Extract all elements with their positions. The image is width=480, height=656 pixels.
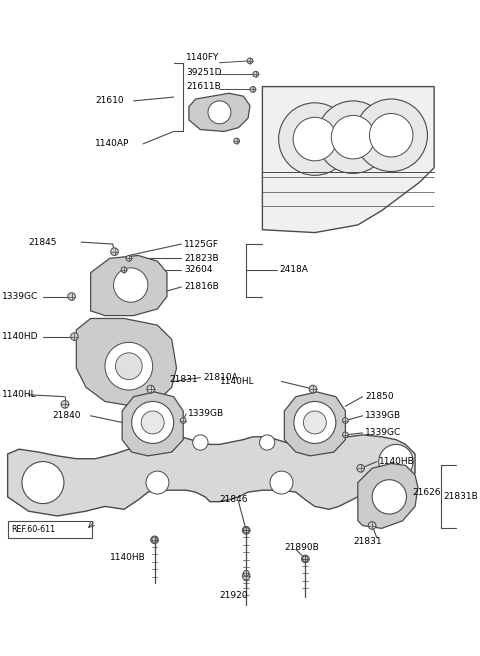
Circle shape: [260, 435, 275, 450]
Circle shape: [303, 411, 326, 434]
Circle shape: [250, 87, 256, 92]
Text: 1140HB: 1140HB: [379, 457, 415, 466]
Circle shape: [105, 342, 153, 390]
Text: 1140HD: 1140HD: [2, 332, 38, 341]
Polygon shape: [76, 318, 177, 406]
Text: 21850: 21850: [365, 392, 394, 401]
Circle shape: [208, 101, 231, 124]
Circle shape: [253, 72, 259, 77]
Circle shape: [234, 138, 240, 144]
Circle shape: [132, 401, 174, 443]
Circle shape: [126, 255, 132, 261]
Circle shape: [294, 401, 336, 443]
Circle shape: [116, 353, 142, 380]
Circle shape: [302, 556, 308, 562]
Circle shape: [146, 471, 169, 494]
Polygon shape: [284, 392, 346, 456]
Circle shape: [370, 113, 413, 157]
Circle shape: [379, 444, 413, 479]
Bar: [8, 521, 92, 538]
Text: 1140HB: 1140HB: [110, 552, 145, 562]
Circle shape: [114, 268, 148, 302]
Text: 1339GC: 1339GC: [365, 428, 402, 438]
Text: 32604: 32604: [184, 265, 213, 274]
Circle shape: [372, 480, 407, 514]
Circle shape: [309, 385, 317, 393]
Circle shape: [293, 117, 336, 161]
Text: 1140AP: 1140AP: [96, 139, 130, 148]
Circle shape: [357, 464, 364, 472]
Text: 2418A: 2418A: [279, 265, 309, 274]
Circle shape: [368, 522, 376, 529]
Circle shape: [243, 570, 249, 576]
Text: 21810A: 21810A: [203, 373, 238, 382]
Circle shape: [151, 536, 158, 544]
Polygon shape: [8, 435, 415, 516]
Circle shape: [61, 401, 69, 408]
Polygon shape: [122, 392, 183, 456]
Text: 21890B: 21890B: [284, 543, 319, 552]
Circle shape: [147, 385, 155, 393]
Text: 21840: 21840: [52, 411, 81, 420]
Circle shape: [355, 99, 428, 171]
Circle shape: [301, 555, 309, 563]
Circle shape: [243, 527, 249, 533]
Circle shape: [111, 248, 118, 255]
Text: 21816B: 21816B: [184, 283, 219, 291]
Text: REF.60-611: REF.60-611: [12, 525, 56, 534]
Circle shape: [270, 471, 293, 494]
Circle shape: [331, 115, 375, 159]
Circle shape: [317, 101, 389, 173]
Text: 1140HL: 1140HL: [219, 377, 254, 386]
Circle shape: [193, 435, 208, 450]
Circle shape: [68, 293, 75, 300]
Text: 21920: 21920: [219, 590, 248, 600]
Circle shape: [180, 418, 186, 423]
Text: 39251D: 39251D: [186, 68, 222, 77]
Text: 21846: 21846: [219, 495, 248, 504]
Circle shape: [247, 58, 253, 64]
Circle shape: [141, 411, 164, 434]
Text: 21845: 21845: [29, 237, 57, 247]
Circle shape: [22, 462, 64, 504]
Polygon shape: [189, 93, 250, 131]
Circle shape: [278, 103, 351, 175]
Circle shape: [242, 572, 250, 580]
Text: 21610: 21610: [96, 96, 124, 106]
Polygon shape: [263, 87, 434, 233]
Text: 21831: 21831: [353, 537, 382, 546]
Circle shape: [242, 527, 250, 534]
Text: 21823B: 21823B: [184, 254, 219, 263]
Text: 1140FY: 1140FY: [186, 54, 219, 62]
Text: 1339GC: 1339GC: [2, 292, 38, 301]
Text: 1140HL: 1140HL: [2, 390, 36, 400]
Text: 1339GB: 1339GB: [188, 409, 224, 419]
Text: 1339GB: 1339GB: [365, 411, 402, 420]
Polygon shape: [91, 255, 167, 316]
Circle shape: [121, 267, 127, 273]
Polygon shape: [358, 464, 418, 528]
Text: 1125GF: 1125GF: [184, 239, 219, 249]
Circle shape: [343, 418, 348, 423]
Text: 21831: 21831: [169, 375, 197, 384]
Circle shape: [71, 333, 78, 340]
Text: 21626: 21626: [412, 487, 441, 497]
Text: 21831B: 21831B: [444, 493, 479, 501]
Text: 21611B: 21611B: [186, 82, 221, 91]
Circle shape: [152, 537, 157, 543]
Circle shape: [343, 432, 348, 438]
